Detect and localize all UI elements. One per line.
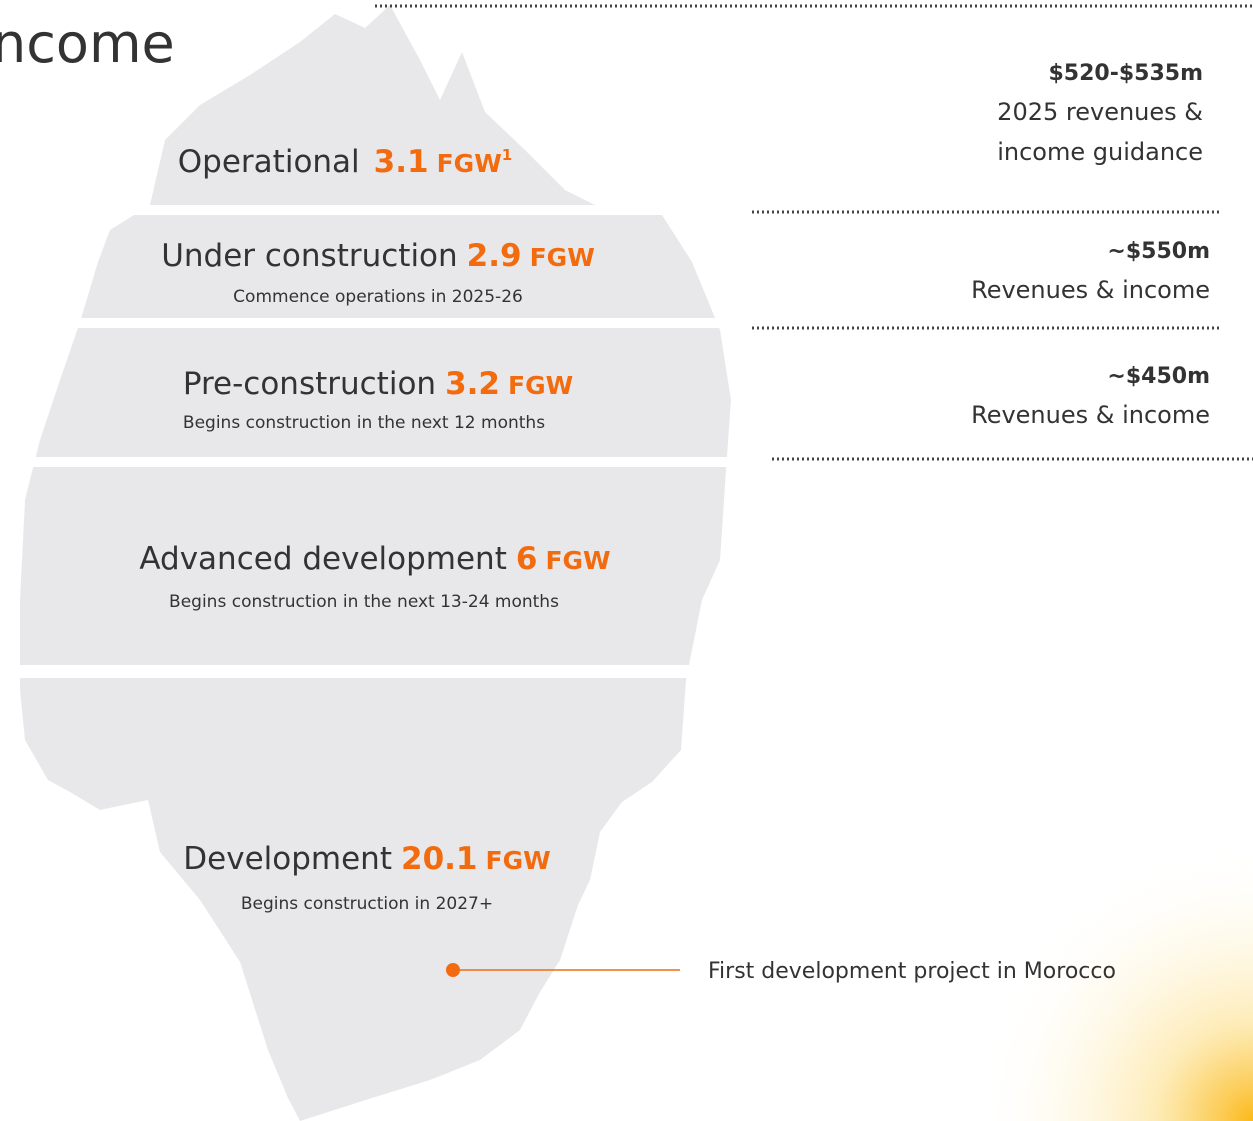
layer-unit: FGW [437,149,502,178]
layer-value: 20.1 [401,841,478,877]
layer-value: 6 [516,541,538,577]
guidance-text: 2025 revenues & [997,98,1203,126]
layer-heading: Operational 3.1 FGW1 [178,144,512,180]
glow [853,721,1253,1121]
layer-value: 2.9 [467,238,522,274]
layer-unit: FGW [530,243,595,272]
gap [0,665,760,678]
layer-subtitle: Commence operations in 2025-26 [233,287,523,307]
annotation: First development project in Morocco [708,959,1116,984]
layer-name: Under construction [161,238,457,274]
gap [0,318,760,328]
title: ncome [0,12,175,75]
guidance-amount: $520-$535m [1048,61,1203,86]
layer-subtitle: Begins construction in 2027+ [241,894,493,914]
layer-unit: FGW [486,846,551,875]
layer-heading: Under construction 2.9 FGW [161,238,595,274]
gap [0,205,760,215]
layer-unit: FGW [508,371,573,400]
guidance-amount: ~$550m [1107,239,1210,264]
layer-name: Development [183,841,392,877]
guidance-amount: ~$450m [1107,364,1210,389]
page: {"title": "ncome", "layers": [ {"name": … [0,0,1253,1121]
layer-name: Pre-construction [183,366,436,402]
layer-name: Operational [178,144,360,180]
layer-unit: FGW [545,546,610,575]
guidance-text: Revenues & income [971,401,1210,429]
layer-subtitle: Begins construction in the next 12 month… [183,413,545,433]
slide: ncome Operational3.1FGW1 Under construct… [0,0,1253,1121]
guidance-text: income guidance [997,138,1203,166]
layer-name: Advanced development [139,541,506,577]
gap [0,457,760,467]
layer-subtitle: Begins construction in the next 13-24 mo… [169,592,559,612]
layer-value: 3.2 [445,366,500,402]
layer-value: 3.1 [374,144,429,180]
footnote: 1 [502,146,512,164]
guidance-text: Revenues & income [971,276,1210,304]
